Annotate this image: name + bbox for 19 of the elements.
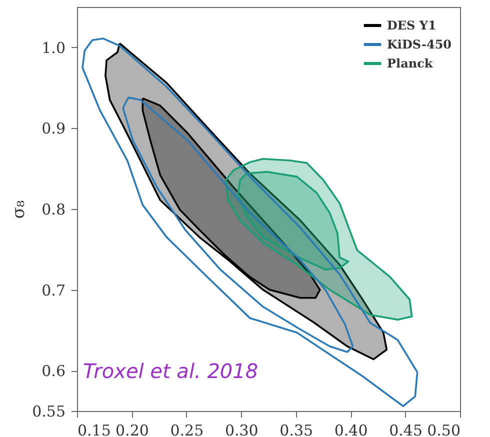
x-tick-label: 0.25	[170, 422, 204, 437]
x-tick-label: 0.35	[280, 422, 314, 437]
y-axis-title: σ₈	[9, 200, 30, 219]
y-tick-label: 0.9	[42, 120, 66, 138]
legend-label: DES Y1	[387, 18, 436, 32]
y-tick-label: 1.0	[42, 38, 66, 57]
x-tick-label: 0.45	[389, 422, 422, 437]
x-tick-label: 0.15	[78, 422, 111, 437]
x-tick-label: 0.50	[427, 422, 460, 437]
x-tick-label: 0.20	[116, 422, 149, 437]
annotation: Troxel et al. 2018	[83, 359, 258, 383]
legend-label: Planck	[387, 56, 434, 70]
x-tick-label: 0.40	[334, 422, 368, 437]
x-tick-label: 0.30	[224, 422, 258, 437]
y-tick-label: 0.6	[42, 362, 66, 380]
y-tick-label: 0.55	[32, 402, 66, 420]
y-tick-label: 0.7	[42, 281, 66, 300]
y-tick-label: 0.8	[42, 200, 66, 218]
legend-label: KiDS-450	[387, 38, 452, 52]
